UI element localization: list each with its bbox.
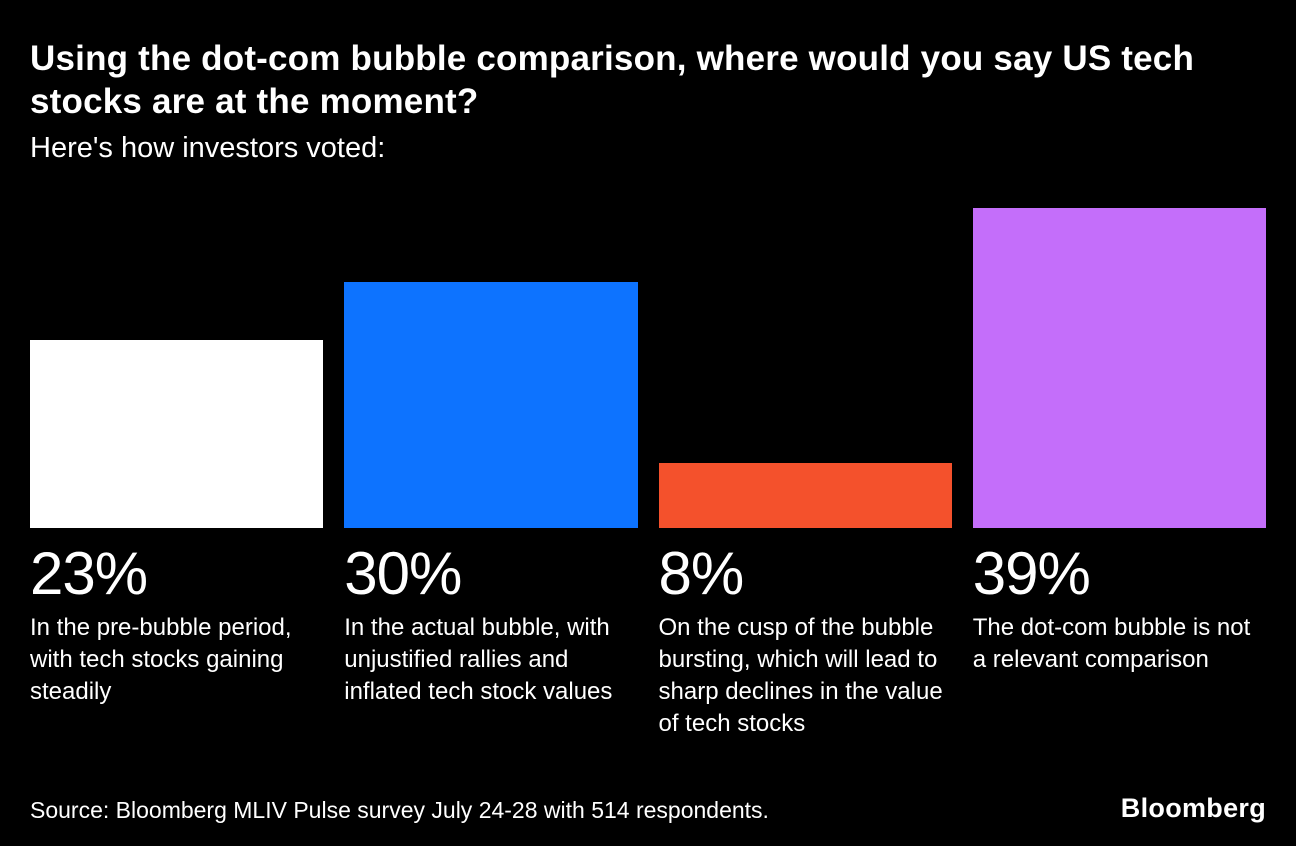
bar-label-block: 39% The dot-com bubble is not a relevant… xyxy=(973,544,1266,740)
bar-value-label: 8% xyxy=(658,540,745,608)
bar-description: In the actual bubble, with unjustified r… xyxy=(344,614,613,705)
bar-label-block: 30% In the actual bubble, with unjustifi… xyxy=(344,544,637,740)
bar-chart: 23% In the pre-bubble period, with tech … xyxy=(30,208,1266,740)
bar-value-label: 23% xyxy=(30,540,148,608)
source-note: Source: Bloomberg MLIV Pulse survey July… xyxy=(30,797,769,823)
chart-footer: Source: Bloomberg MLIV Pulse survey July… xyxy=(30,793,1266,824)
chart-title: Using the dot-com bubble comparison, whe… xyxy=(30,39,1195,121)
bar-description: The dot-com bubble is not a relevant com… xyxy=(972,614,1251,674)
bar-actual-bubble xyxy=(344,282,638,529)
chart-subtitle: Here's how investors voted: xyxy=(30,132,386,165)
bar-value-label: 30% xyxy=(344,540,462,608)
bar-description: In the pre-bubble period, with tech stoc… xyxy=(30,614,292,705)
bar-pre-bubble xyxy=(30,339,324,529)
bar-not-relevant xyxy=(972,208,1266,529)
bar-description: On the cusp of the bubble bursting, whic… xyxy=(658,614,943,737)
bar-value-label: 39% xyxy=(972,540,1091,608)
bar-label-block: 8% On the cusp of the bubble bursting, w… xyxy=(659,544,952,740)
bloomberg-logo: Bloomberg xyxy=(1120,793,1266,823)
bar-cusp-of-bursting xyxy=(658,462,952,529)
bar-label-block: 23% In the pre-bubble period, with tech … xyxy=(30,544,323,740)
